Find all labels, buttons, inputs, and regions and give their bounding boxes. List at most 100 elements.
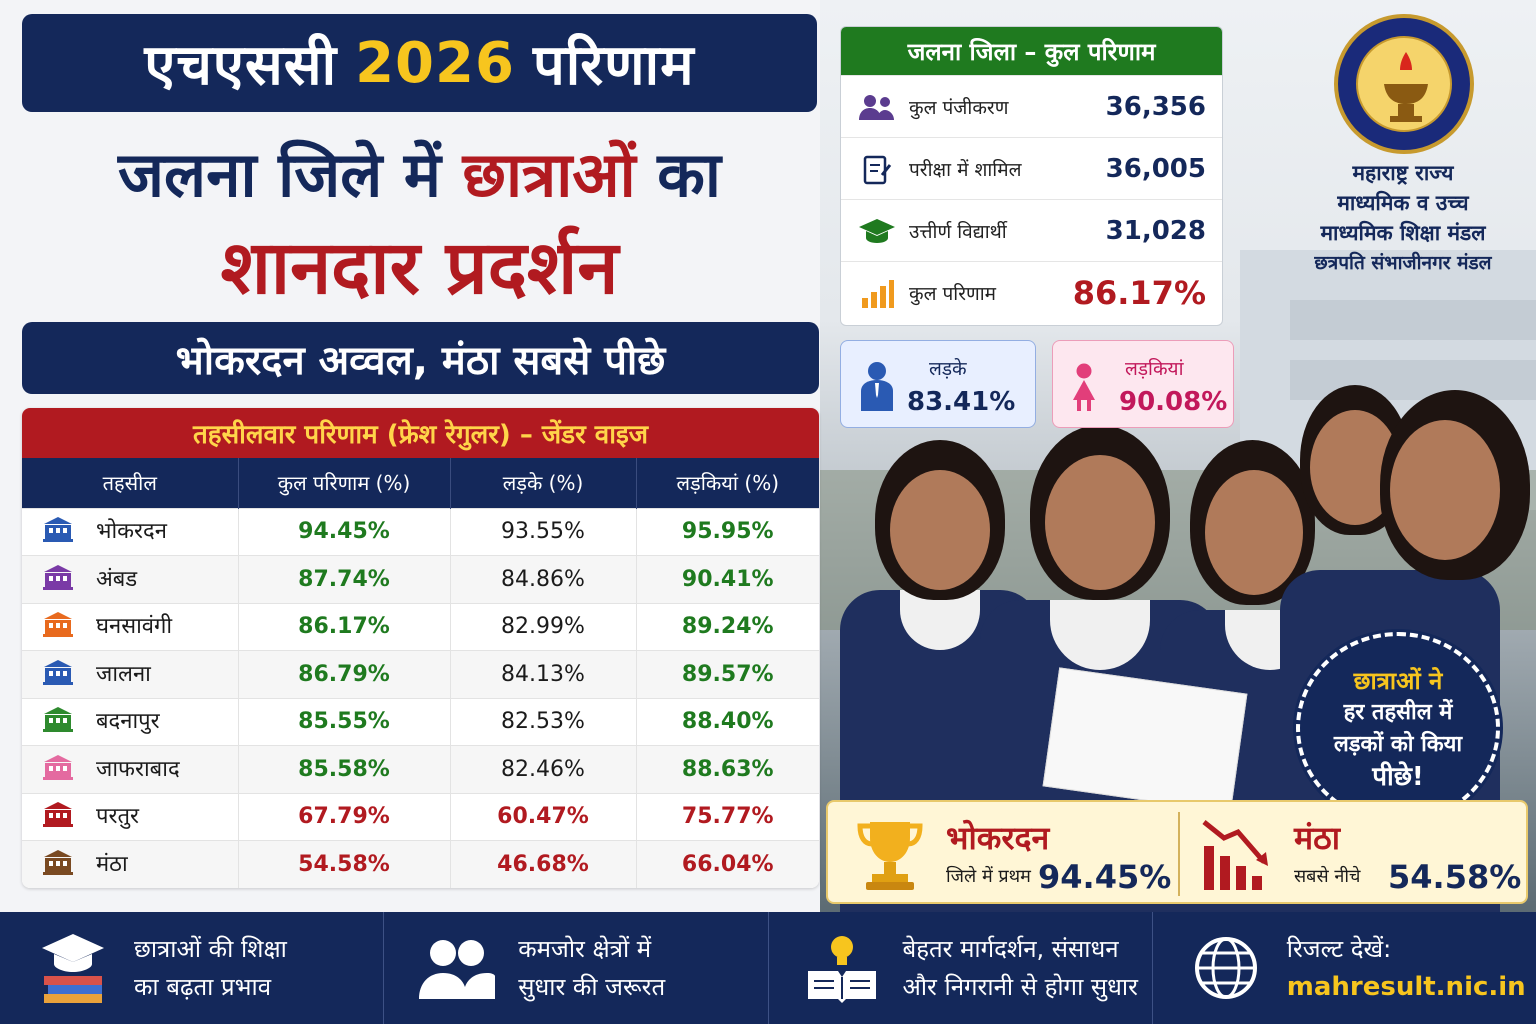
footer-text-1: छात्राओं की शिक्षा [134, 935, 287, 963]
summary-value: 36,005 [1105, 153, 1206, 184]
building-icon [42, 659, 74, 691]
girls-result-cell: 66.04% [681, 852, 774, 877]
girls-result-cell: 75.77% [681, 804, 774, 830]
boys-result-cell: 46.68% [450, 840, 637, 888]
footer-bar: छात्राओं की शिक्षा का बढ़ता प्रभाव कमजोर… [0, 912, 1536, 1024]
result-website-link[interactable]: mahresult.nic.in [1286, 972, 1526, 1002]
summary-title: जलना जिला – कुल परिणाम [841, 27, 1222, 75]
col-header-girls: लड़कियां (%) [676, 471, 780, 496]
table-row: जाफराबाद 85.58% 82.46% 88.63% [22, 745, 819, 793]
girl-icon [1069, 363, 1099, 415]
girls-result-cell: 90.41% [681, 566, 774, 592]
bottom-tehsil-name: मंठा [1294, 819, 1341, 857]
bar-chart-icon [857, 277, 897, 309]
tehsil-name: जाफराबाद [96, 756, 180, 782]
tehsil-name: जालना [96, 661, 151, 687]
summary-value: 31,028 [1105, 215, 1206, 246]
boys-result-cell: 93.55% [450, 508, 637, 556]
callout-line-3: लड़कों को किया [1333, 731, 1463, 757]
title-year: 2026 [355, 30, 515, 96]
boys-result-box: लड़के 83.41% [840, 340, 1036, 428]
table-row: अंबड 87.74% 84.86% 90.41% [22, 555, 819, 603]
summary-label: उत्तीर्ण विद्यार्थी [909, 220, 1007, 243]
building-icon [42, 754, 74, 786]
board-logo [1334, 14, 1474, 154]
summary-label: परीक्षा में शामिल [909, 158, 1022, 181]
summary-value: 86.17% [1072, 273, 1206, 312]
footer-text-1: बेहतर मार्गदर्शन, संसाधन [902, 935, 1119, 963]
tehsil-name: घनसावंगी [96, 614, 173, 640]
building-icon [42, 706, 74, 738]
table-title: तहसीलवार परिणाम (फ्रेश रेगुलर) – जेंडर व… [22, 408, 819, 458]
bottom-tehsil-note: सबसे नीचे [1294, 866, 1361, 887]
footer-item-education: छात्राओं की शिक्षा का बढ़ता प्रभाव [0, 912, 385, 1024]
title-suffix: परिणाम [532, 33, 695, 98]
tehsil-name-cell: भोकरदन [22, 508, 239, 556]
bottom-tehsil-value: 54.58% [1388, 858, 1522, 896]
top-tehsil-value: 94.45% [1038, 858, 1172, 896]
summary-label: कुल परिणाम [909, 282, 997, 305]
board-line-4: छत्रपति संभाजीनगर मंडल [1314, 252, 1492, 274]
building-icon [42, 801, 74, 833]
tehsil-name: मंठा [96, 852, 128, 877]
boys-result-cell: 82.53% [450, 698, 637, 746]
table-row: बदनापुर 85.55% 82.53% 88.40% [22, 698, 819, 746]
title-banner: एचएससी 2026 परिणाम [22, 14, 817, 112]
total-result-cell: 85.55% [238, 698, 451, 746]
boys-result-cell: 60.47% [450, 793, 637, 841]
table-row: भोकरदन 94.45% 93.55% 95.95% [22, 508, 819, 556]
people-icon [857, 91, 897, 123]
boys-result-cell: 84.86% [450, 555, 637, 603]
district-summary-card: जलना जिला – कुल परिणाम कुल पंजीकरण 36,35… [840, 26, 1223, 326]
declining-chart-icon [1200, 816, 1274, 896]
footer-text-1: कमजोर क्षेत्रों में [518, 935, 652, 963]
girls-result-cell: 88.63% [681, 756, 774, 782]
callout-line-2: हर तहसील में [1343, 699, 1453, 725]
summary-value: 36,356 [1105, 91, 1206, 122]
boy-icon [859, 361, 895, 415]
headline-part-2: का [657, 138, 721, 211]
table-header-row: तहसील कुल परिणाम (%) लड़के (%) लड़कियां … [22, 458, 819, 508]
tehsil-name: भोकरदन [96, 519, 167, 545]
footer-text-1: रिजल्ट देखें: [1286, 935, 1392, 963]
top-tehsil-note: जिले में प्रथम [946, 866, 1031, 887]
books-icon [34, 929, 112, 1007]
results-table: तहसील कुल परिणाम (%) लड़के (%) लड़कियां … [22, 458, 819, 888]
girls-label: लड़कियां [1125, 358, 1184, 380]
highlight-divider [1178, 812, 1180, 896]
subheadline-banner: भोकरदन अव्वल, मंठा सबसे पीछे [22, 322, 819, 394]
summary-label: कुल पंजीकरण [909, 96, 1009, 119]
building-icon [42, 611, 74, 643]
headline-line-1: जलना जिले में छात्राओं का [22, 132, 817, 218]
tehsil-name-cell: बदनापुर [22, 698, 239, 746]
board-line-1: महाराष्ट्र राज्य [1352, 161, 1454, 185]
table-row: जालना 86.79% 84.13% 89.57% [22, 650, 819, 698]
col-header-tehsil: तहसील [22, 458, 239, 508]
board-line-2: माध्यमिक व उच्च [1337, 191, 1469, 215]
headline-part-1: जलना जिले में [118, 138, 441, 211]
boys-result-cell: 82.99% [450, 603, 637, 651]
summary-row-passed: उत्तीर्ण विद्यार्थी 31,028 [841, 199, 1222, 261]
headline-line-2: शानदार प्रदर्शन [220, 225, 619, 311]
users-icon [418, 929, 496, 1007]
top-bottom-highlight: भोकरदन जिले में प्रथम 94.45% मंठा सबसे न… [826, 800, 1528, 904]
footer-item-result-link: रिजल्ट देखें: mahresult.nic.in [1153, 912, 1536, 1024]
building-icon [42, 849, 74, 881]
graduation-cap-icon [857, 215, 897, 247]
callout-line-4: पीछे! [1372, 761, 1424, 792]
footer-text-2: और निगरानी से होगा सुधार [902, 973, 1138, 1001]
total-result-cell: 86.17% [238, 603, 451, 651]
tehsil-name-cell: परतुर [22, 793, 239, 841]
tehsil-name: परतुर [96, 804, 140, 830]
headline-highlight: छात्राओं [462, 138, 636, 211]
summary-row-result: कुल परिणाम 86.17% [841, 261, 1222, 323]
summary-row-appeared: परीक्षा में शामिल 36,005 [841, 137, 1222, 199]
footer-item-guidance: बेहतर मार्गदर्शन, संसाधन और निगरानी से ह… [769, 912, 1153, 1024]
total-result-cell: 67.79% [238, 793, 451, 841]
table-row: परतुर 67.79% 60.47% 75.77% [22, 793, 819, 841]
callout-line-1: छात्राओं ने [1353, 666, 1443, 695]
building-icon [42, 516, 74, 548]
total-result-cell: 86.79% [238, 650, 451, 698]
total-result-cell: 94.45% [238, 508, 451, 556]
tehsil-name-cell: घनसावंगी [22, 603, 239, 651]
